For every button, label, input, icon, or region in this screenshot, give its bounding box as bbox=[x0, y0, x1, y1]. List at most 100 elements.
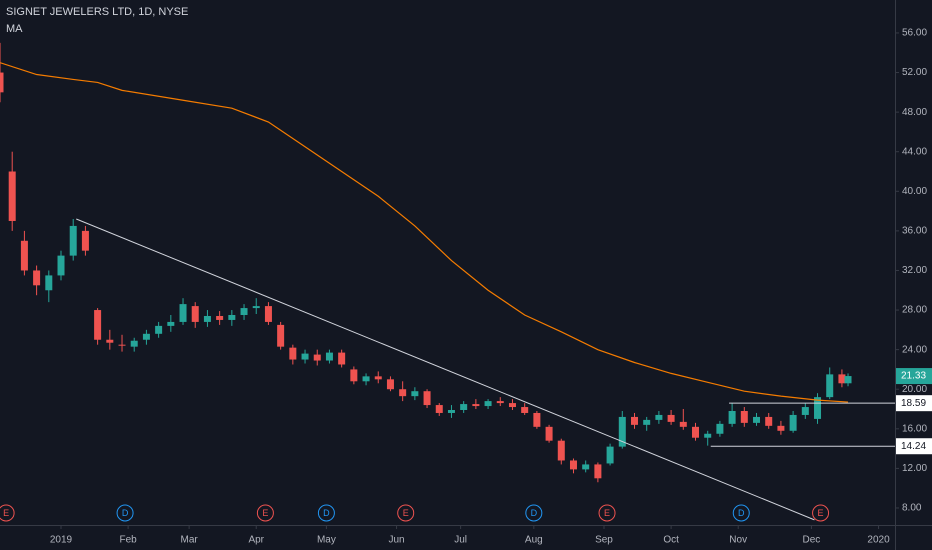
candle-body bbox=[667, 414, 675, 422]
event-label: E bbox=[403, 508, 409, 518]
candle-body bbox=[20, 240, 28, 271]
candle-body bbox=[362, 376, 370, 382]
candle-body bbox=[844, 376, 852, 384]
candle-body bbox=[228, 315, 236, 320]
x-tick-label: Jun bbox=[388, 535, 404, 546]
candle-body bbox=[704, 433, 712, 438]
candle-body bbox=[252, 306, 260, 309]
event-marker bbox=[256, 504, 274, 522]
candle-body bbox=[740, 410, 748, 423]
x-tick-label: Mar bbox=[181, 535, 199, 546]
y-tick-label: 20.00 bbox=[902, 384, 927, 395]
candle-body bbox=[460, 404, 468, 411]
y-tick-label: 28.00 bbox=[902, 305, 927, 316]
candle-body bbox=[216, 315, 224, 320]
candle-body bbox=[801, 407, 809, 415]
level-label: 18.59 bbox=[901, 398, 926, 409]
event-marker bbox=[812, 504, 830, 522]
candle-body bbox=[142, 333, 150, 340]
last-price-bg bbox=[896, 368, 932, 385]
chart-title: SIGNET JEWELERS LTD, 1D, NYSE bbox=[6, 6, 188, 18]
candle-body bbox=[521, 407, 529, 413]
candle-body bbox=[435, 405, 443, 413]
candle-body bbox=[838, 374, 846, 384]
candle-body bbox=[240, 308, 248, 315]
candle-body bbox=[618, 416, 626, 447]
event-marker bbox=[397, 504, 415, 522]
candle-body bbox=[33, 270, 41, 286]
candle-body bbox=[569, 460, 577, 470]
candle-body bbox=[203, 315, 211, 322]
y-tick-label: 44.00 bbox=[902, 146, 927, 157]
candle-body bbox=[557, 440, 565, 461]
x-tick-label: May bbox=[317, 535, 336, 546]
event-marker bbox=[116, 504, 134, 522]
candle-body bbox=[692, 426, 700, 438]
candle-body bbox=[0, 72, 4, 93]
level-label: 14.24 bbox=[901, 441, 926, 452]
candle-body bbox=[69, 225, 77, 256]
candle-body bbox=[789, 414, 797, 431]
candle-body bbox=[716, 423, 724, 434]
event-label: D bbox=[323, 508, 330, 518]
candle-body bbox=[814, 397, 822, 419]
y-tick-label: 8.00 bbox=[902, 503, 922, 514]
candle-body bbox=[313, 354, 321, 361]
x-tick-label: Jul bbox=[454, 535, 467, 546]
candle-body bbox=[472, 404, 480, 407]
event-label: E bbox=[3, 508, 9, 518]
x-tick-label: Oct bbox=[663, 535, 679, 546]
candle-body bbox=[179, 304, 187, 322]
y-tick-label: 40.00 bbox=[902, 186, 927, 197]
candle-body bbox=[155, 325, 163, 334]
candle-body bbox=[45, 275, 53, 291]
candle-body bbox=[374, 376, 382, 380]
candle-body bbox=[630, 416, 638, 425]
candle-body bbox=[289, 347, 297, 360]
candle-body bbox=[777, 425, 785, 431]
candle-body bbox=[753, 416, 761, 423]
candle-body bbox=[423, 391, 431, 406]
event-marker bbox=[598, 504, 616, 522]
candle-body bbox=[81, 230, 89, 251]
level-label-bg bbox=[896, 438, 932, 455]
candle-body bbox=[338, 352, 346, 365]
candle-body bbox=[191, 306, 199, 322]
candle-body bbox=[106, 339, 114, 343]
event-label: E bbox=[818, 508, 824, 518]
candle-body bbox=[545, 426, 553, 441]
y-tick-label: 52.00 bbox=[902, 67, 927, 78]
candle-body bbox=[447, 410, 455, 413]
event-label: D bbox=[122, 508, 129, 518]
candle-body bbox=[277, 324, 285, 347]
candle-body bbox=[350, 369, 358, 382]
candle-body bbox=[264, 306, 272, 322]
event-marker bbox=[732, 504, 750, 522]
candle-body bbox=[606, 446, 614, 464]
y-tick-label: 24.00 bbox=[902, 344, 927, 355]
candle-body bbox=[325, 352, 333, 361]
event-marker bbox=[317, 504, 335, 522]
y-tick-label: 16.00 bbox=[902, 423, 927, 434]
event-label: D bbox=[531, 508, 538, 518]
level-label-bg bbox=[896, 395, 932, 412]
candle-body bbox=[594, 464, 602, 479]
event-label: E bbox=[262, 508, 268, 518]
y-tick-label: 12.00 bbox=[902, 463, 927, 474]
candle-body bbox=[582, 464, 590, 470]
candle-body bbox=[765, 416, 773, 426]
candle-body bbox=[679, 421, 687, 427]
x-tick-label: Sep bbox=[595, 535, 613, 546]
candle-body bbox=[118, 344, 126, 346]
candle-body bbox=[386, 379, 394, 390]
candle-body bbox=[533, 412, 541, 427]
candle-body bbox=[655, 414, 663, 420]
last-price-label: 21.33 bbox=[901, 371, 926, 382]
candle-body bbox=[301, 353, 309, 360]
x-tick-label: Apr bbox=[248, 535, 264, 546]
candle-body bbox=[643, 419, 651, 425]
candle-body bbox=[826, 374, 834, 398]
x-tick-label: Nov bbox=[729, 535, 747, 546]
